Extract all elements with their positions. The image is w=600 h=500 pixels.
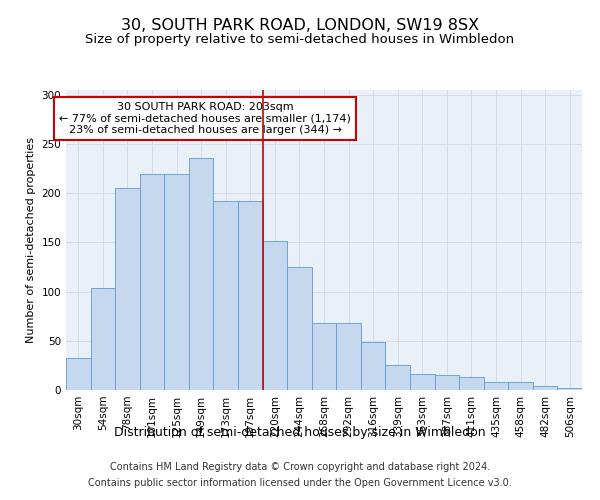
Bar xyxy=(115,188,140,390)
Bar xyxy=(410,374,434,390)
Bar xyxy=(287,267,312,390)
Bar xyxy=(459,377,484,390)
Text: Contains HM Land Registry data © Crown copyright and database right 2024.: Contains HM Land Registry data © Crown c… xyxy=(110,462,490,472)
Text: 30, SOUTH PARK ROAD, LONDON, SW19 8SX: 30, SOUTH PARK ROAD, LONDON, SW19 8SX xyxy=(121,18,479,32)
Y-axis label: Number of semi-detached properties: Number of semi-detached properties xyxy=(26,137,36,343)
Text: Distribution of semi-detached houses by size in Wimbledon: Distribution of semi-detached houses by … xyxy=(114,426,486,439)
Bar xyxy=(557,388,582,390)
Bar xyxy=(336,323,361,390)
Bar xyxy=(238,201,263,390)
Bar xyxy=(385,366,410,390)
Bar xyxy=(164,174,189,390)
Bar xyxy=(484,382,508,390)
Bar xyxy=(189,158,214,390)
Bar xyxy=(361,342,385,390)
Bar xyxy=(533,386,557,390)
Text: 30 SOUTH PARK ROAD: 203sqm
← 77% of semi-detached houses are smaller (1,174)
23%: 30 SOUTH PARK ROAD: 203sqm ← 77% of semi… xyxy=(59,102,351,135)
Bar xyxy=(140,174,164,390)
Bar xyxy=(312,323,336,390)
Bar xyxy=(214,201,238,390)
Text: Size of property relative to semi-detached houses in Wimbledon: Size of property relative to semi-detach… xyxy=(85,32,515,46)
Bar xyxy=(91,288,115,390)
Bar xyxy=(263,242,287,390)
Bar xyxy=(508,382,533,390)
Bar xyxy=(434,375,459,390)
Bar xyxy=(66,358,91,390)
Text: Contains public sector information licensed under the Open Government Licence v3: Contains public sector information licen… xyxy=(88,478,512,488)
